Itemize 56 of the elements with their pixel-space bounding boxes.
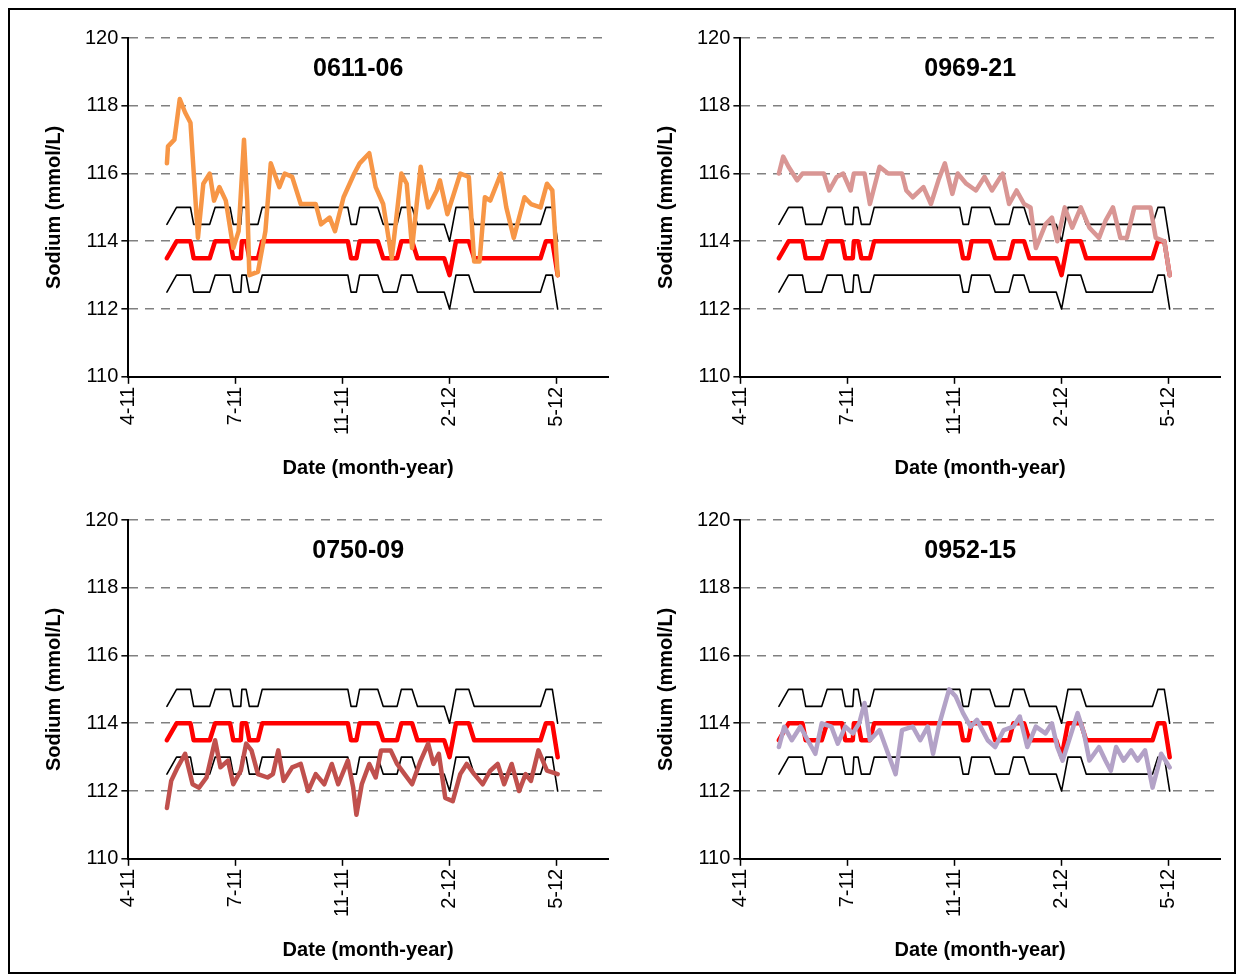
- y-tick-label: 110: [86, 364, 119, 387]
- x-tick-label: 11-11: [942, 386, 965, 435]
- y-tick-label: 118: [86, 93, 119, 116]
- text: 0952-15: [924, 534, 1017, 563]
- x-axis-title: Date (month-year): [282, 937, 454, 960]
- y-tick-label: 118: [86, 575, 119, 598]
- y-tick-label: 116: [698, 161, 731, 184]
- x-tick-label: 5-12: [544, 386, 567, 427]
- x-axis-title: Date (month-year): [894, 937, 1066, 960]
- y-axis-title: Sodium (mmol/L): [41, 607, 64, 772]
- y-tick-label: 120: [696, 507, 731, 530]
- y-tick-label: 112: [698, 296, 731, 319]
- x-tick-label: 4-11: [115, 386, 138, 426]
- y-tick-label: 112: [86, 296, 119, 319]
- x-tick-label: 11-11: [942, 868, 965, 917]
- x-tick-label: 2-12: [437, 386, 460, 427]
- text: 0750-09: [312, 534, 405, 563]
- y-tick-label: 114: [86, 228, 119, 251]
- x-tick-label: 7-11: [222, 868, 245, 908]
- x-axis-title: Date (month-year): [282, 455, 454, 478]
- x-tick-label: 5-12: [544, 868, 567, 909]
- y-tick-label: 110: [86, 846, 119, 869]
- y-axis-title: Sodium (mmol/L): [653, 125, 676, 290]
- y-tick-label: 110: [698, 364, 731, 387]
- y-tick-label: 112: [86, 778, 119, 801]
- y-tick-label: 116: [698, 643, 731, 666]
- y-axis-title: Sodium (mmol/L): [653, 607, 676, 772]
- y-axis-title: Sodium (mmol/L): [41, 125, 64, 290]
- x-tick-label: 11-11: [330, 868, 353, 917]
- x-tick-label: 11-11: [330, 386, 353, 435]
- y-tick-label: 116: [86, 643, 119, 666]
- y-tick-label: 114: [698, 710, 731, 733]
- y-tick-label: 120: [696, 25, 731, 48]
- y-tick-label: 114: [698, 228, 731, 251]
- x-tick-label: 2-12: [1049, 868, 1072, 909]
- y-tick-label: 118: [698, 575, 731, 598]
- x-tick-label: 4-11: [727, 868, 750, 908]
- y-tick-label: 120: [84, 25, 119, 48]
- x-tick-label: 4-11: [727, 386, 750, 426]
- text: 0969-21: [924, 52, 1017, 81]
- y-tick-label: 114: [86, 710, 119, 733]
- y-tick-label: 116: [86, 161, 119, 184]
- y-tick-label: 120: [84, 507, 119, 530]
- x-tick-label: 7-11: [834, 386, 857, 426]
- x-tick-label: 4-11: [115, 868, 138, 908]
- x-tick-label: 2-12: [437, 868, 460, 909]
- y-tick-label: 110: [698, 846, 731, 869]
- text: 0611-06: [313, 52, 404, 81]
- y-tick-label: 112: [698, 778, 731, 801]
- x-tick-label: 2-12: [1049, 386, 1072, 427]
- x-tick-label: 5-12: [1156, 386, 1179, 427]
- x-axis-title: Date (month-year): [894, 455, 1066, 478]
- x-tick-label: 7-11: [834, 868, 857, 908]
- x-tick-label: 7-11: [222, 386, 245, 426]
- y-tick-label: 118: [698, 93, 731, 116]
- x-tick-label: 5-12: [1156, 868, 1179, 909]
